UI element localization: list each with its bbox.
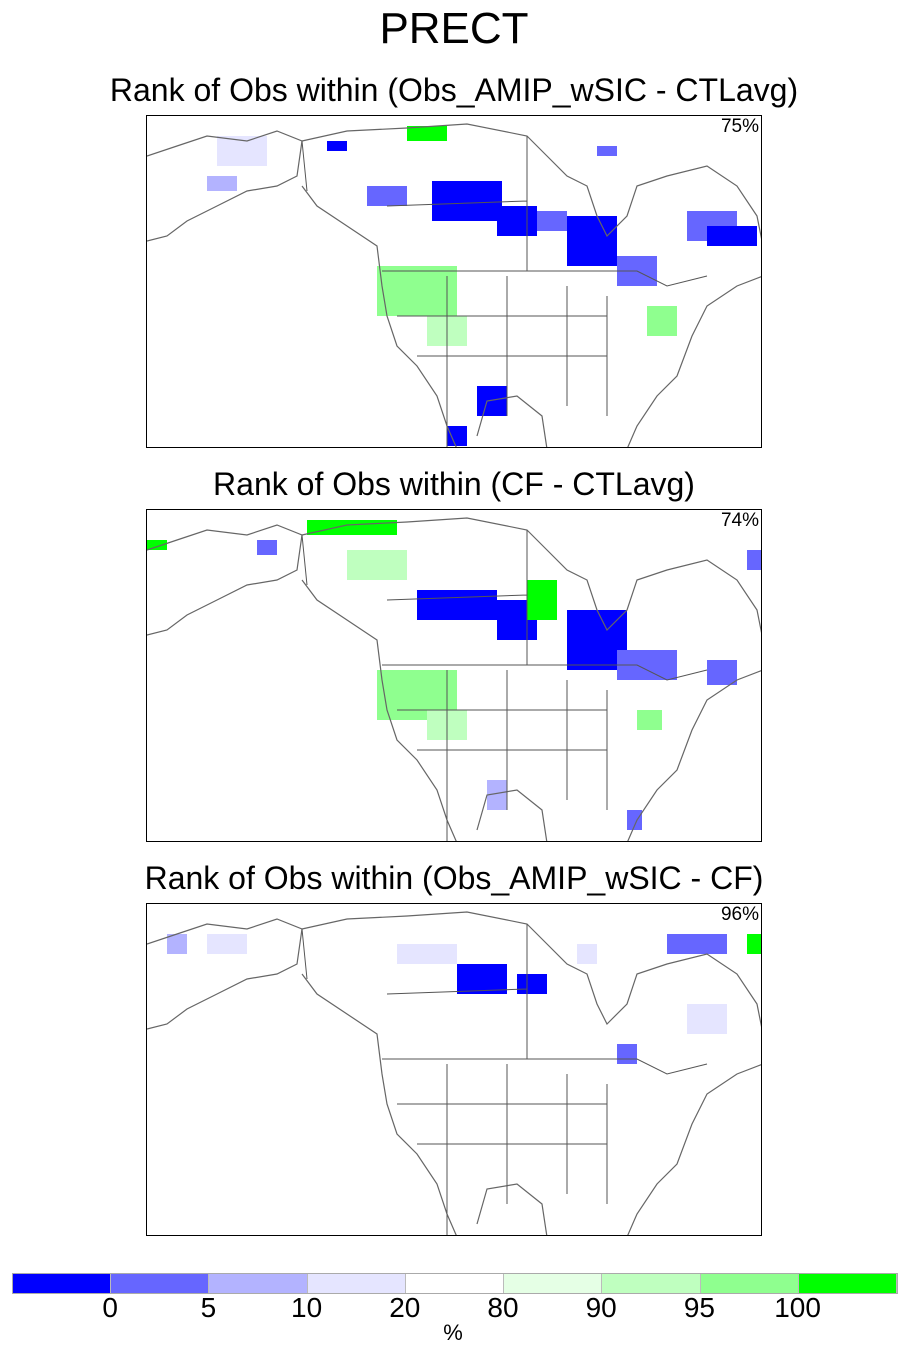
rank-region xyxy=(577,944,597,964)
colorbar-swatch xyxy=(111,1274,210,1293)
rank-region xyxy=(147,540,167,550)
colorbar-swatch xyxy=(602,1274,701,1293)
colorbar-swatch xyxy=(798,1274,897,1293)
rank-region xyxy=(207,176,237,191)
colorbar-swatch xyxy=(405,1274,505,1293)
rank-region xyxy=(707,226,757,246)
colorbar-swatch xyxy=(13,1274,112,1293)
panel-1-title: Rank of Obs within (Obs_AMIP_wSIC - CTLa… xyxy=(109,72,799,108)
rank-region xyxy=(327,141,347,151)
rank-region xyxy=(432,181,502,221)
rank-region xyxy=(747,934,761,954)
map-panel-2: 74% xyxy=(146,509,762,842)
colorbar-tick-label: 20 xyxy=(389,1292,421,1323)
coastline xyxy=(147,123,761,447)
rank-region xyxy=(597,146,617,156)
map-3 xyxy=(147,911,761,1235)
rank-region xyxy=(527,580,557,620)
colorbar xyxy=(12,1273,898,1294)
panel-2-title: Rank of Obs within (CF - CTLavg) xyxy=(213,466,695,502)
rank-region xyxy=(167,934,187,954)
colorbar-tick-label: 95 xyxy=(683,1292,715,1323)
panel-3-percent: 96% xyxy=(720,904,759,925)
rank-region xyxy=(207,934,247,954)
rank-region xyxy=(627,810,642,830)
rank-region xyxy=(487,780,507,810)
map-panel-3: 96% xyxy=(146,903,762,1236)
map-panel-1: 75% xyxy=(146,115,762,448)
political-borders xyxy=(301,136,708,447)
colorbar-tick-label: 5 xyxy=(200,1292,217,1323)
rank-region xyxy=(687,1004,727,1034)
colorbar-swatch xyxy=(700,1274,799,1293)
rank-region xyxy=(537,211,567,231)
rank-region xyxy=(397,944,457,964)
political-borders xyxy=(301,924,708,1235)
map-2 xyxy=(147,517,761,841)
rank-region xyxy=(367,186,407,206)
rank-region xyxy=(347,550,407,580)
political-borders xyxy=(301,530,708,841)
rank-region xyxy=(477,386,507,416)
rank-region xyxy=(567,216,617,266)
colorbar-tick-label: 80 xyxy=(487,1292,519,1323)
panel-2-percent: 74% xyxy=(720,510,759,531)
rank-region xyxy=(667,934,727,954)
coastline xyxy=(147,517,761,841)
colorbar-tick-label: 0 xyxy=(102,1292,118,1323)
rank-region xyxy=(217,136,267,166)
rank-region xyxy=(457,964,507,994)
rank-region xyxy=(257,540,277,555)
colorbar-tick-label: 100 xyxy=(774,1292,821,1323)
rank-region xyxy=(377,266,457,316)
colorbar-swatch xyxy=(209,1274,308,1293)
colorbar-tick-label: 10 xyxy=(291,1292,323,1323)
colorbar-swatch xyxy=(307,1274,406,1293)
panel-1-percent: 75% xyxy=(720,116,759,137)
rank-region xyxy=(617,1044,637,1064)
rank-region xyxy=(307,520,397,535)
colorbar-swatch xyxy=(504,1274,603,1293)
rank-region xyxy=(517,974,547,994)
coastline xyxy=(147,911,761,1235)
rank-region xyxy=(447,426,467,446)
colorbar-tick-label: 90 xyxy=(585,1292,617,1323)
rank-region xyxy=(497,206,537,236)
rank-region xyxy=(747,550,761,570)
rank-region xyxy=(417,590,497,620)
rank-region xyxy=(637,710,662,730)
figure-title: PRECT xyxy=(379,4,529,53)
map-1 xyxy=(147,123,761,447)
panel-3-title: Rank of Obs within (Obs_AMIP_wSIC - CF) xyxy=(144,860,764,896)
rank-region xyxy=(647,306,677,336)
rank-region xyxy=(407,126,447,141)
colorbar-unit: % xyxy=(443,1320,463,1345)
rank-region xyxy=(707,660,737,685)
